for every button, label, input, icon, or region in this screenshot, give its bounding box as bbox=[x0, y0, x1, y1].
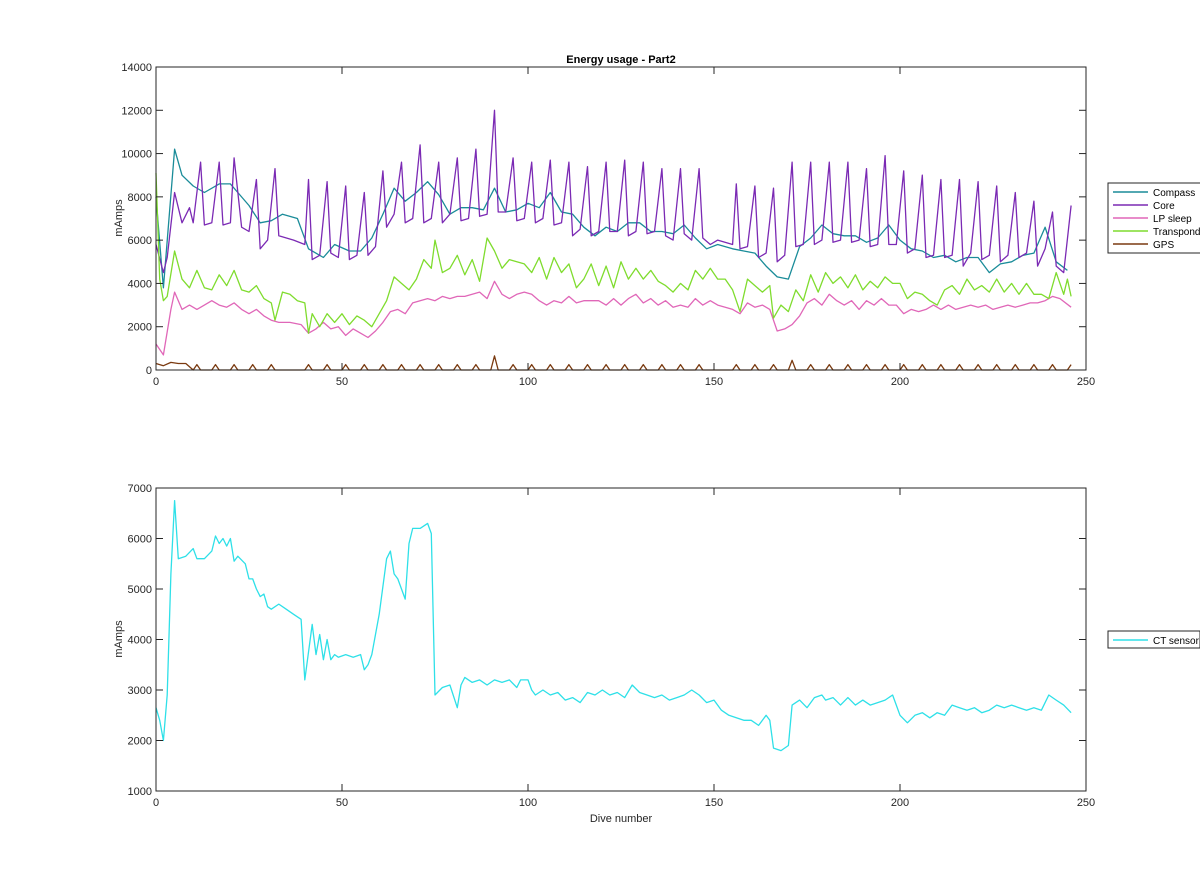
series-layer bbox=[155, 109, 1072, 371]
chart-title: Energy usage - Part2 bbox=[566, 54, 675, 66]
y-axis-label: mAmps bbox=[113, 199, 125, 237]
x-tick-label: 0 bbox=[153, 797, 159, 809]
legend-label: Compass bbox=[1153, 188, 1195, 199]
series-line-ct-sensor bbox=[155, 499, 1072, 752]
x-tick-label: 200 bbox=[891, 797, 909, 809]
y-tick-label: 4000 bbox=[128, 278, 152, 290]
x-tick-label: 100 bbox=[519, 376, 537, 388]
y-tick-label: 2000 bbox=[128, 736, 152, 748]
y-tick-label: 10000 bbox=[121, 149, 152, 161]
x-tick-label: 50 bbox=[336, 797, 348, 809]
legend-label: CT sensor bbox=[1153, 636, 1200, 647]
legend-label: GPS bbox=[1153, 240, 1174, 251]
plot-frame bbox=[155, 66, 1087, 371]
legend: CT sensor bbox=[1107, 630, 1200, 649]
y-tick-label: 7000 bbox=[128, 483, 152, 495]
y-tick-label: 3000 bbox=[128, 685, 152, 697]
x-tick-label: 250 bbox=[1077, 797, 1095, 809]
energy-usage-axes: Energy usage - Part2 mAmps 0 50 100 150 200 2… bbox=[113, 54, 1095, 388]
y-tick-label: 8000 bbox=[128, 192, 152, 204]
series-line-lp-sleep bbox=[155, 280, 1072, 356]
series-line-compass bbox=[155, 148, 1068, 289]
series-line-core bbox=[155, 109, 1072, 274]
legend-label: LP sleep bbox=[1153, 214, 1192, 225]
y-tick-label: 6000 bbox=[128, 235, 152, 247]
y-tick-label: 12000 bbox=[121, 105, 152, 117]
x-tick-label: 150 bbox=[705, 797, 723, 809]
legend-box bbox=[1107, 630, 1200, 649]
y-tick-label: 2000 bbox=[128, 322, 152, 334]
legend: Compass Core LP sleep Transponder GPS bbox=[1107, 182, 1200, 254]
y-axis-label: mAmps bbox=[113, 620, 125, 658]
y-tick-label: 6000 bbox=[128, 534, 152, 546]
x-tick-label: 250 bbox=[1077, 376, 1095, 388]
x-tick-label: 0 bbox=[153, 376, 159, 388]
series-line-transponder bbox=[155, 172, 1072, 334]
x-tick-label: 100 bbox=[519, 797, 537, 809]
y-tick-label: 14000 bbox=[121, 62, 152, 74]
legend-label: Core bbox=[1153, 201, 1175, 212]
x-tick-label: 50 bbox=[336, 376, 348, 388]
x-tick-label: 200 bbox=[891, 376, 909, 388]
y-tick-label: 4000 bbox=[128, 635, 152, 647]
legend-label: Transponder bbox=[1153, 227, 1200, 238]
y-tick-label: 5000 bbox=[128, 584, 152, 596]
ct-sensor-axes: Dive number mAmps 0 50 100 150 200 250 1000 200… bbox=[113, 483, 1095, 825]
x-axis-label: Dive number bbox=[590, 813, 653, 825]
tick-layer: 0 50 100 150 200 250 0 2000 4000 6000 8000 10000 120… bbox=[121, 62, 1095, 388]
y-tick-label: 1000 bbox=[128, 786, 152, 798]
tick-layer: 0 50 100 150 200 250 1000 2000 3000 4000 5000 6000 7… bbox=[128, 483, 1096, 809]
series-layer bbox=[155, 499, 1072, 752]
plot-frame bbox=[155, 487, 1087, 792]
x-tick-label: 150 bbox=[705, 376, 723, 388]
y-tick-label: 0 bbox=[146, 365, 152, 377]
series-line-gps bbox=[155, 355, 1072, 371]
